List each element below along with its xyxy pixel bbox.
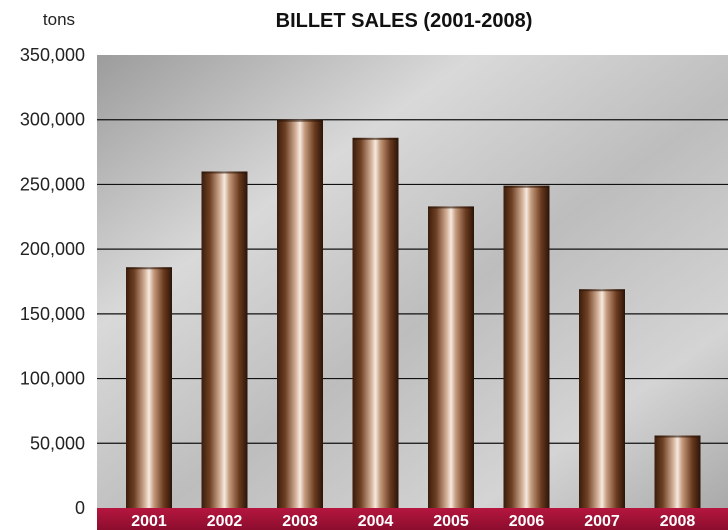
y-axis-unit-label: tons bbox=[43, 10, 75, 29]
plot-area bbox=[97, 55, 728, 510]
y-tick-label: 200,000 bbox=[20, 239, 85, 259]
y-tick-label: 350,000 bbox=[20, 45, 85, 65]
y-axis-ticks: 0 50,000 100,000 150,000 200,000 250,000 300,0… bbox=[20, 45, 85, 518]
x-tick-label: 2003 bbox=[282, 513, 318, 530]
chart-title: BILLET SALES (2001-2008) bbox=[276, 10, 533, 32]
bar bbox=[277, 120, 323, 508]
bar bbox=[579, 289, 625, 508]
y-tick-label: 100,000 bbox=[20, 369, 85, 389]
bar-top-edge bbox=[126, 267, 172, 269]
x-tick-label: 2008 bbox=[660, 513, 696, 530]
x-tick-label: 2001 bbox=[131, 513, 167, 530]
y-tick-label: 50,000 bbox=[30, 433, 85, 453]
x-tick-label: 2007 bbox=[584, 513, 620, 530]
y-tick-label: 150,000 bbox=[20, 304, 85, 324]
bar-top-edge bbox=[277, 120, 323, 122]
x-tick-label: 2004 bbox=[358, 513, 394, 530]
bar bbox=[655, 436, 701, 508]
x-tick-label: 2005 bbox=[433, 513, 469, 530]
bar-top-edge bbox=[202, 171, 248, 173]
bar bbox=[202, 171, 248, 508]
y-tick-label: 300,000 bbox=[20, 110, 85, 130]
bar bbox=[126, 267, 172, 508]
bar bbox=[428, 206, 474, 508]
category-band bbox=[97, 508, 728, 530]
bar-top-edge bbox=[428, 206, 474, 208]
y-tick-label: 250,000 bbox=[20, 174, 85, 194]
x-tick-label: 2006 bbox=[509, 513, 545, 530]
bar bbox=[353, 138, 399, 508]
bar-top-edge bbox=[504, 186, 550, 188]
x-tick-label: 2002 bbox=[207, 513, 243, 530]
bar-top-edge bbox=[655, 436, 701, 438]
bar-top-edge bbox=[353, 138, 399, 140]
bar bbox=[504, 186, 550, 508]
y-tick-label: 0 bbox=[75, 498, 85, 518]
bar-top-edge bbox=[579, 289, 625, 291]
